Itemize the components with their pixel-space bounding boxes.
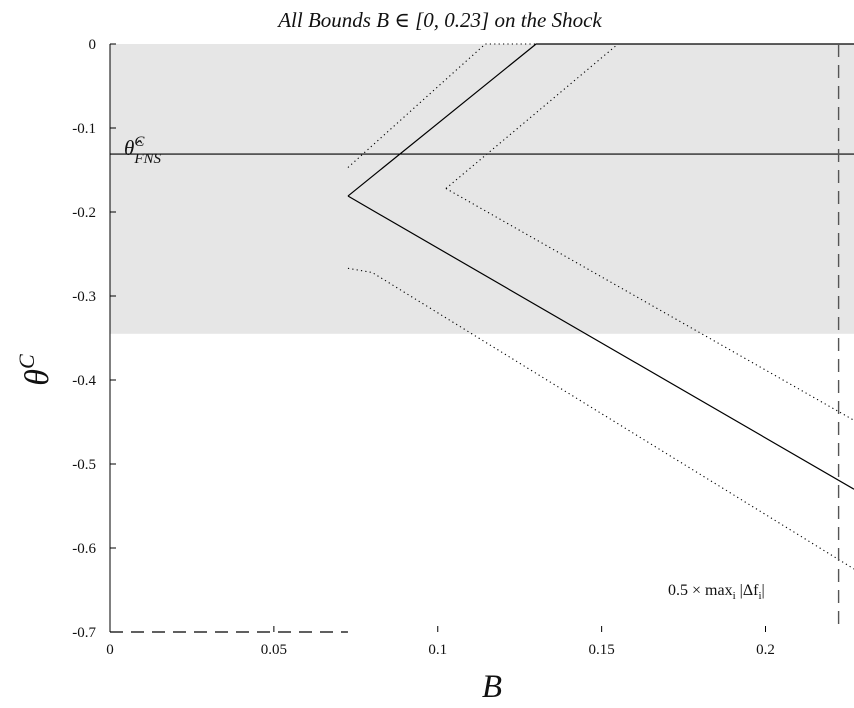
series-layer (347, 43, 854, 570)
chart-title: All Bounds B ∈ [0, 0.23] on the Shock (276, 8, 602, 32)
ticks-layer: 0 -0.1 -0.2 -0.3 -0.4 -0.5 -0.6 -0.7 0 0.05 0.1 0.1… (72, 37, 775, 658)
y-tick-label: -0.3 (72, 289, 96, 305)
x-tick-label: 0.2 (756, 642, 775, 658)
y-tick-label: -0.5 (72, 457, 96, 473)
x-axis-label: B (482, 669, 502, 705)
y-axis-label: θC (14, 354, 56, 386)
series-line-0 (347, 43, 854, 197)
x-tick-label: 0 (106, 642, 114, 658)
x-tick-label: 0.1 (428, 642, 447, 658)
title-math: B ∈ [0, 0.23] (376, 8, 489, 32)
hline-label: θ̂C FNS (124, 134, 162, 167)
y-tick-label: -0.2 (72, 205, 96, 221)
x-tick-label: 0.05 (261, 642, 287, 658)
series-line-1 (347, 195, 854, 490)
y-tick-label: -0.4 (72, 373, 96, 389)
x-tick-label: 0.15 (589, 642, 615, 658)
y-tick-label: -0.6 (72, 541, 96, 557)
vline-label: 0.5 × maxi |Δfi| (668, 582, 765, 602)
series-line-3 (445, 43, 854, 189)
y-tick-label: -0.1 (72, 121, 96, 137)
y-tick-label: 0 (89, 37, 97, 53)
y-tick-label: -0.7 (72, 625, 96, 641)
shaded-region (110, 44, 854, 334)
